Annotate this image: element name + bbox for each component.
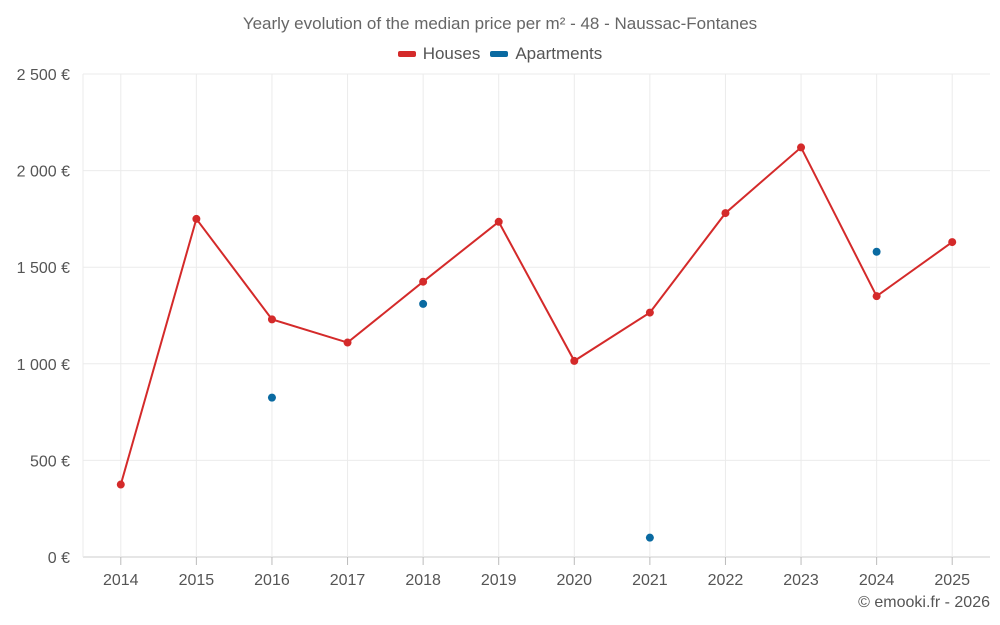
legend-label-houses: Houses [422, 44, 481, 63]
data-point-houses [419, 277, 428, 286]
data-point-apartments [872, 247, 881, 256]
y-tick-label: 2 500 € [17, 67, 70, 84]
data-point-houses [570, 356, 579, 365]
y-tick-label: 500 € [30, 453, 70, 470]
data-point-houses [343, 338, 352, 347]
x-tick-label: 2017 [330, 572, 366, 589]
data-point-houses [645, 308, 654, 317]
x-tick-label: 2014 [103, 572, 139, 589]
data-point-apartments [419, 299, 428, 308]
data-point-houses [797, 143, 806, 152]
x-tick-label: 2025 [934, 572, 970, 589]
x-tick-label: 2018 [405, 572, 441, 589]
y-tick-label: 0 € [48, 550, 70, 567]
y-tick-label: 1 500 € [17, 260, 70, 277]
data-point-apartments [267, 393, 276, 402]
x-tick-label: 2023 [783, 572, 819, 589]
legend-swatch-apartments [490, 51, 509, 57]
y-tick-label: 2 000 € [17, 164, 70, 181]
chart-title: Yearly evolution of the median price per… [242, 14, 758, 33]
data-point-houses [192, 214, 201, 223]
legend-swatch-houses [397, 51, 416, 57]
data-point-houses [948, 238, 957, 247]
data-point-houses [872, 292, 881, 301]
data-point-houses [494, 217, 503, 226]
x-tick-label: 2020 [556, 572, 592, 589]
legend: Houses Apartments [0, 44, 1000, 64]
legend-label-apartments: Apartments [515, 44, 603, 63]
data-point-houses [116, 480, 125, 489]
data-point-apartments [645, 533, 654, 542]
series-line-houses [119, 145, 953, 485]
data-point-houses [721, 209, 730, 218]
y-tick-label: 1 000 € [17, 357, 70, 374]
x-tick-label: 2022 [708, 572, 744, 589]
legend-item-houses[interactable]: Houses [397, 44, 481, 64]
x-tick-label: 2016 [254, 572, 290, 589]
copyright-text: © emooki.fr - 2026 [858, 594, 990, 611]
x-tick-label: 2021 [632, 572, 668, 589]
x-tick-label: 2015 [179, 572, 215, 589]
x-tick-label: 2024 [859, 572, 895, 589]
x-tick-label: 2019 [481, 572, 517, 589]
data-point-houses [267, 315, 276, 324]
legend-item-apartments[interactable]: Apartments [490, 44, 602, 64]
